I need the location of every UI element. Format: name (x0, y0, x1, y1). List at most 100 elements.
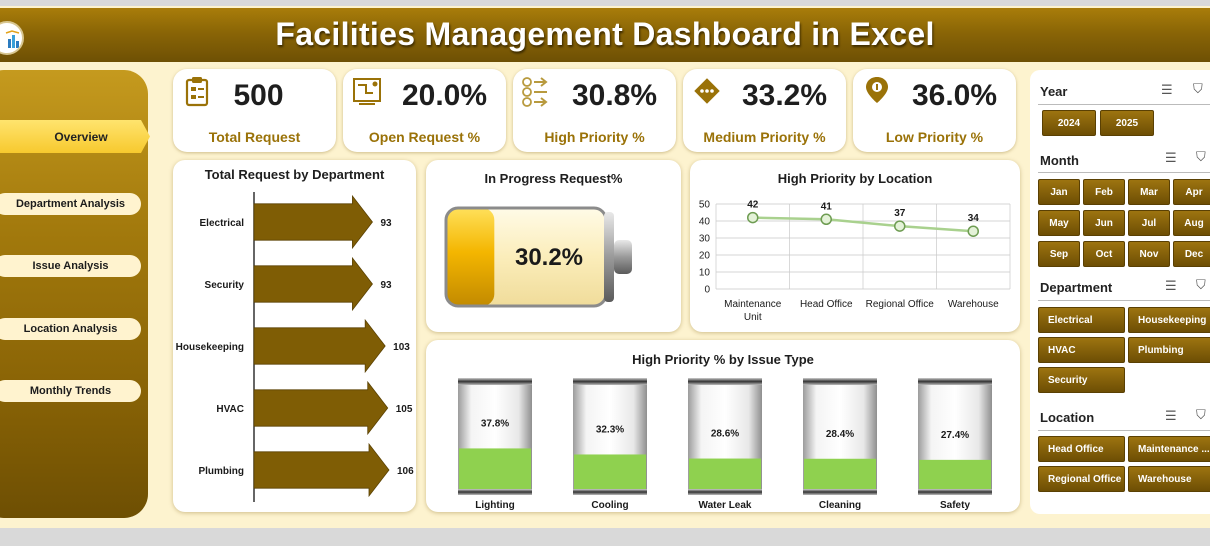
slicer-location-regional-office[interactable]: Regional Office (1038, 466, 1125, 492)
data-label: 106 (397, 466, 414, 477)
slicer-month-aug[interactable]: Aug (1173, 210, 1210, 236)
chart-title: High Priority % by Issue Type (632, 352, 814, 367)
kpi-label: Medium Priority % (703, 129, 826, 145)
nav-item-issue-analysis[interactable]: Issue Analysis (0, 255, 141, 277)
slicer-dept-plumbing[interactable]: Plumbing (1128, 337, 1210, 363)
cylinder-top-cap (688, 378, 762, 385)
kpi-value: 20.0% (401, 79, 488, 112)
cylinder-top-cap (803, 378, 877, 385)
x-tick-label: Cooling (591, 500, 628, 511)
kpi-label: High Priority % (544, 129, 645, 145)
x-tick-label: Safety (940, 500, 970, 511)
cylinder-bottom-cap (918, 489, 992, 495)
bar-electrical (253, 194, 373, 250)
divider (1038, 104, 1210, 105)
slicer-department-title: Department (1040, 280, 1113, 295)
location-chart-card: High Priority by Location 0 10 20 30 40 50 42 M… (690, 160, 1020, 332)
data-label: 103 (393, 342, 410, 353)
chart-title: Total Request by Department (204, 167, 385, 182)
kpi-total-request: 500 Total Request (173, 69, 336, 152)
kpi-label: Low Priority % (885, 129, 984, 145)
multi-select-icon[interactable]: ☰ (1165, 278, 1177, 293)
slicer-dept-security[interactable]: Security (1038, 367, 1125, 393)
location-line-chart: 0 10 20 30 40 50 42 Maintenance Unit 41 Head Offic… (699, 200, 1011, 323)
slicer-location-maintenance[interactable]: Maintenance ... (1128, 436, 1210, 462)
kpi-value: 36.0% (911, 79, 998, 112)
slicer-location-warehouse[interactable]: Warehouse (1128, 466, 1210, 492)
slicer-dept-housekeeping[interactable]: Housekeeping (1128, 307, 1210, 333)
multi-select-icon[interactable]: ☰ (1165, 150, 1177, 165)
cylinder-fill (574, 454, 646, 490)
data-label: 105 (396, 404, 413, 415)
y-tick-label: 50 (699, 200, 711, 211)
nav-item-overview[interactable]: Overview (0, 120, 150, 153)
diamond-sign-icon (694, 78, 720, 104)
battery-fill (446, 208, 495, 306)
kpi-value: 30.8% (571, 79, 658, 112)
y-tick-label: 0 (704, 285, 710, 296)
kpi-open-request: 20.0% Open Request % (343, 69, 506, 152)
cylinder-fill (919, 459, 991, 490)
data-label: 28.6% (711, 429, 739, 440)
location-pin-icon (866, 77, 888, 103)
data-label: 34 (968, 213, 980, 224)
progress-value: 30.2% (515, 244, 583, 271)
clear-filter-icon[interactable]: ⛉ (1196, 149, 1206, 164)
divider (1038, 430, 1210, 431)
slicer-month-jun[interactable]: Jun (1083, 210, 1125, 236)
multi-select-icon[interactable]: ☰ (1161, 82, 1173, 97)
kpi-value: 33.2% (741, 79, 828, 112)
slicer-location-head-office[interactable]: Head Office (1038, 436, 1125, 462)
battery-gauge: 30.2% (444, 206, 632, 308)
nav-item-department-analysis[interactable]: Department Analysis (0, 193, 141, 215)
clear-filter-icon[interactable]: ⛉ (1196, 277, 1206, 292)
cylinder-bottom-cap (573, 489, 647, 495)
slicer-month-jan[interactable]: Jan (1038, 179, 1080, 205)
data-label: 37.8% (481, 418, 509, 429)
slicer-dept-electrical[interactable]: Electrical (1038, 307, 1125, 333)
x-tick-label: Unit (744, 312, 762, 323)
data-label: 93 (380, 280, 392, 291)
clear-filter-icon[interactable]: ⛉ (1193, 81, 1203, 96)
clear-filter-icon[interactable]: ⛉ (1196, 407, 1206, 422)
y-tick-label: 10 (699, 268, 711, 279)
cylinder-fill (689, 458, 761, 490)
slicer-month-may[interactable]: May (1038, 210, 1080, 236)
slicer-year-title: Year (1040, 84, 1068, 99)
slicer-month-jul[interactable]: Jul (1128, 210, 1170, 236)
cylinder-bottom-cap (688, 489, 762, 495)
cylinder-top-cap (918, 378, 992, 385)
bar-security (253, 256, 373, 312)
slicer-year-2025[interactable]: 2025 (1100, 110, 1154, 136)
kpi-value: 500 (233, 79, 284, 112)
slicer-month-apr[interactable]: Apr (1173, 179, 1210, 205)
slicer-dept-hvac[interactable]: HVAC (1038, 337, 1125, 363)
slicer-month-mar[interactable]: Mar (1128, 179, 1170, 205)
slicer-month-dec[interactable]: Dec (1173, 241, 1210, 267)
x-tick-label: Regional Office (866, 299, 935, 310)
data-label: 27.4% (941, 430, 969, 441)
y-tick-label: 40 (699, 217, 711, 228)
slicer-year-2024[interactable]: 2024 (1042, 110, 1096, 136)
slicer-month-feb[interactable]: Feb (1083, 179, 1125, 205)
blueprint-icon (353, 78, 381, 105)
slicer-month-sep[interactable]: Sep (1038, 241, 1080, 267)
slicer-month-oct[interactable]: Oct (1083, 241, 1125, 267)
slicer-month-nov[interactable]: Nov (1128, 241, 1170, 267)
data-point (820, 213, 832, 226)
multi-select-icon[interactable]: ☰ (1165, 408, 1177, 423)
nav-item-monthly-trends[interactable]: Monthly Trends (0, 380, 141, 402)
data-point (747, 211, 759, 224)
data-label: 93 (380, 218, 392, 229)
kpi-low-priority: 36.0% Low Priority % (853, 69, 1016, 152)
series-line (752, 216, 974, 233)
bar-plumbing (253, 442, 390, 498)
divider (1038, 172, 1210, 173)
chart-title: High Priority by Location (777, 171, 933, 186)
cylinder-top-cap (458, 378, 532, 385)
nav-item-location-analysis[interactable]: Location Analysis (0, 318, 141, 340)
y-tick-label: 20 (699, 251, 711, 262)
logo-icon (0, 21, 24, 55)
slicer-month-title: Month (1040, 153, 1079, 168)
battery-terminal (614, 240, 632, 274)
